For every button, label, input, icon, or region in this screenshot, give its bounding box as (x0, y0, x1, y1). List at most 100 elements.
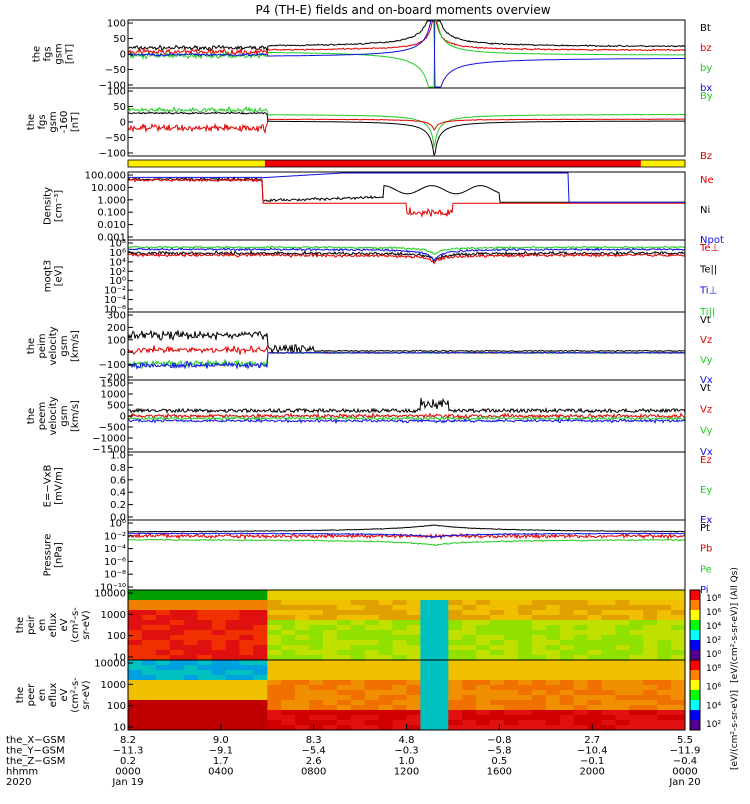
peer-spectrogram-cell (141, 680, 157, 686)
peir-spectrogram-cell (601, 600, 616, 606)
peer-spectrogram-cell (559, 670, 575, 676)
peir-spectrogram-cell (434, 600, 449, 606)
peer-spectrogram-cell (336, 665, 352, 671)
x-axis-row-label: the_Z−GSM (6, 756, 65, 767)
peer-spectrogram-cell (211, 725, 226, 731)
peer-spectrogram-cell (420, 660, 435, 666)
peer-spectrogram-cell (504, 725, 519, 731)
peer-spectrogram-cell (364, 690, 380, 696)
peer-spectrogram-cell (434, 705, 449, 711)
peir-spectrogram-cell (490, 590, 505, 596)
peer-spectrogram-cell (141, 675, 157, 681)
peir-spectrogram-cell (657, 640, 672, 646)
peir-spectrogram-cell (476, 590, 491, 596)
peir-spectrogram-cell (545, 590, 561, 596)
peir-spectrogram-cell (559, 650, 575, 656)
peer-spectrogram-cell (295, 700, 310, 706)
peer-spectrogram-cell (239, 685, 254, 691)
peir-spectrogram-cell (406, 620, 421, 626)
peir-spectrogram-cell (657, 650, 672, 656)
peer-spectrogram-cell (490, 710, 505, 716)
peir-spectrogram-cell (671, 655, 686, 661)
peer-spectrogram-cell (225, 715, 240, 721)
peer-spectrogram-cell (448, 690, 463, 696)
peer-spectrogram-cell (448, 710, 463, 716)
peer-spectrogram-cell (378, 680, 393, 686)
peir-spectrogram-cell (643, 630, 658, 636)
x-tick-label: −5.4 (302, 746, 326, 757)
peer-spectrogram-cell (406, 700, 421, 706)
peir-spectrogram-cell (392, 590, 407, 596)
peir-spectrogram-cell (295, 655, 310, 661)
peir-spectrogram-cell (350, 610, 366, 616)
peer-spectrogram-cell (169, 665, 185, 671)
peir-spectrogram-cell (657, 615, 672, 621)
peir-spectrogram-cell (573, 640, 588, 646)
peer-spectrogram-cell (392, 720, 407, 726)
y-tick-label: 1500 (101, 379, 126, 390)
peir-spectrogram-cell (671, 595, 686, 601)
peer-spectrogram-cell (336, 690, 352, 696)
peir-spectrogram-cell (657, 635, 672, 641)
peir-spectrogram-cell (169, 620, 185, 626)
peir-spectrogram-cell (295, 595, 310, 601)
peir-spectrogram-cell (378, 630, 393, 636)
peir-spectrogram-cell (211, 615, 226, 621)
colorbar-peer (690, 670, 700, 681)
peer-spectrogram-cell (559, 710, 575, 716)
peir-spectrogram-cell (267, 650, 282, 656)
peir-spectrogram-cell (295, 615, 310, 621)
y-axis-label: [mV/m] (54, 467, 65, 505)
y-tick-label: 10⁻⁴ (104, 544, 126, 555)
peer-spectrogram-cell (545, 700, 561, 706)
peir-spectrogram-cell (448, 655, 463, 661)
peer-spectrogram-cell (531, 685, 547, 691)
peer-spectrogram-cell (128, 715, 143, 721)
peer-spectrogram-cell (169, 715, 185, 721)
peer-spectrogram-cell (462, 725, 477, 731)
legend-entry: By (700, 91, 713, 102)
peir-spectrogram-cell (267, 630, 282, 636)
peer-spectrogram-cell (253, 715, 268, 721)
y-axis-label: the (32, 46, 43, 62)
legend-entry: Ez (700, 455, 712, 466)
x-tick-label: −11.3 (113, 746, 144, 757)
peir-spectrogram-cell (141, 610, 157, 616)
legend-entry: Pb (700, 544, 712, 555)
peer-spectrogram-cell (643, 710, 658, 716)
y-tick-label: 0 (120, 348, 126, 359)
peer-spectrogram-cell (406, 725, 421, 731)
peir-spectrogram-cell (267, 600, 282, 606)
peir-spectrogram-cell (531, 645, 547, 651)
peer-spectrogram-cell (295, 665, 310, 671)
peer-spectrogram-cell (531, 665, 547, 671)
peir-spectrogram-cell (601, 640, 616, 646)
peir-spectrogram-cell (281, 630, 296, 636)
peer-spectrogram-cell (671, 670, 686, 676)
peer-spectrogram-cell (406, 685, 421, 691)
peer-spectrogram-cell (671, 715, 686, 721)
peir-spectrogram-cell (392, 650, 407, 656)
peir-spectrogram-cell (350, 655, 366, 661)
peir-spectrogram-cell (629, 635, 644, 641)
peer-spectrogram-cell (128, 710, 143, 716)
peer-spectrogram-cell (239, 690, 254, 696)
peir-spectrogram-cell (169, 600, 185, 606)
peer-spectrogram-cell (364, 665, 380, 671)
peir-spectrogram-cell (671, 645, 686, 651)
colorbar-tick-label: 10⁰ (706, 650, 721, 660)
peir-spectrogram-cell (545, 640, 561, 646)
y-axis-label: en (37, 619, 48, 632)
peer-spectrogram-cell (225, 705, 240, 711)
peer-spectrogram-cell (183, 725, 199, 731)
peir-spectrogram-cell (587, 600, 602, 606)
peer-spectrogram-cell (601, 715, 616, 721)
y-tick-label: 0 (120, 50, 126, 61)
peer-spectrogram-cell (420, 720, 435, 726)
y-tick-label: 0.8 (110, 463, 126, 474)
peir-spectrogram-cell (406, 655, 421, 661)
peer-spectrogram-cell (601, 675, 616, 681)
peir-spectrogram-cell (253, 630, 268, 636)
peir-spectrogram-cell (155, 650, 171, 656)
peir-spectrogram-cell (434, 650, 449, 656)
